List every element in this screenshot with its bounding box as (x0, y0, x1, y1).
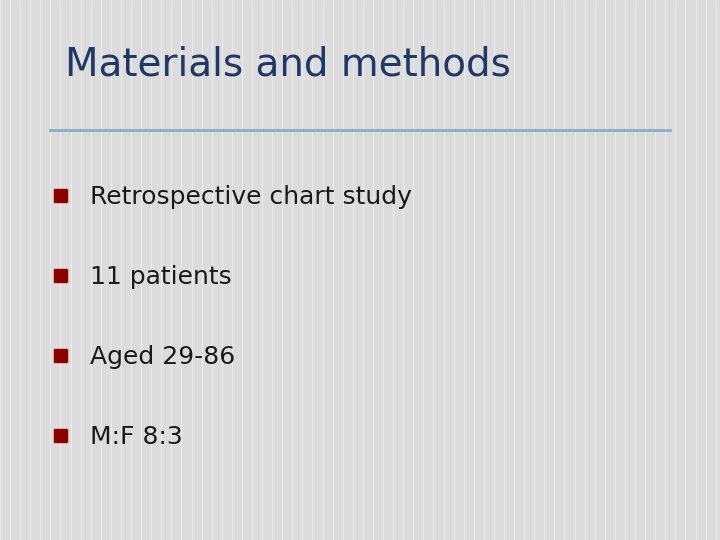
Bar (54, 269, 67, 282)
Text: M:F 8:3: M:F 8:3 (90, 425, 183, 449)
Text: Aged 29-86: Aged 29-86 (90, 345, 235, 369)
Bar (54, 189, 67, 202)
Bar (54, 349, 67, 362)
Text: Materials and methods: Materials and methods (65, 46, 510, 84)
Text: Retrospective chart study: Retrospective chart study (90, 185, 412, 209)
Text: 11 patients: 11 patients (90, 265, 232, 289)
Bar (54, 429, 67, 442)
